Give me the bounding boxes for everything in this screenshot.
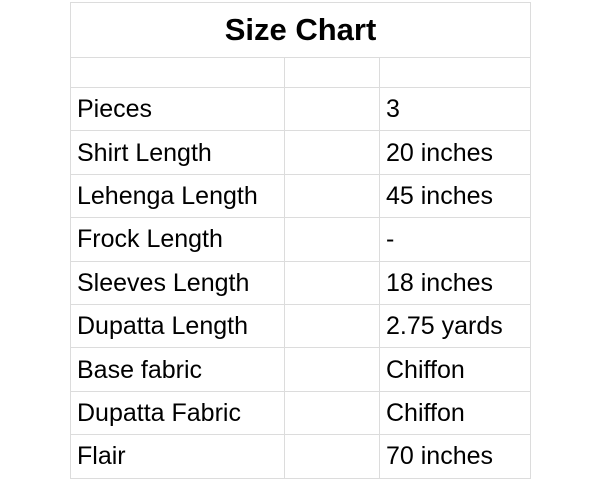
row-value: 70 inches	[379, 434, 531, 479]
row-value: 20 inches	[379, 130, 531, 175]
empty-cell	[284, 434, 380, 479]
empty-cell	[284, 130, 380, 175]
row-label: Flair	[70, 434, 285, 479]
empty-cell	[284, 57, 380, 88]
empty-cell	[284, 303, 380, 349]
table-row: Dupatta Length 2.75 yards	[70, 303, 531, 349]
row-value: 3	[379, 86, 531, 132]
empty-cell	[284, 347, 380, 392]
row-label: Frock Length	[70, 217, 285, 262]
table-row: Base fabric Chiffon	[70, 347, 531, 392]
row-label: Lehenga Length	[70, 173, 285, 219]
row-value: Chiffon	[379, 390, 531, 436]
row-label: Dupatta Fabric	[70, 390, 285, 436]
empty-cell	[284, 260, 380, 305]
title-row: Size Chart	[70, 2, 531, 58]
row-value: 2.75 yards	[379, 303, 531, 349]
table-row: Dupatta Fabric Chiffon	[70, 390, 531, 436]
row-label: Shirt Length	[70, 130, 285, 175]
row-label: Base fabric	[70, 347, 285, 392]
size-chart-table: Size Chart Pieces 3 Shirt Length 20 inches L…	[70, 2, 531, 479]
empty-cell	[284, 86, 380, 132]
empty-cell	[379, 57, 531, 88]
empty-row	[70, 57, 531, 88]
empty-cell	[70, 57, 285, 88]
table-row: Lehenga Length 45 inches	[70, 173, 531, 219]
empty-cell	[284, 390, 380, 436]
table-row: Flair 70 inches	[70, 434, 531, 479]
row-value: Chiffon	[379, 347, 531, 392]
empty-cell	[284, 173, 380, 219]
table-row: Pieces 3	[70, 86, 531, 132]
row-label: Pieces	[70, 86, 285, 132]
row-value: 18 inches	[379, 260, 531, 305]
table-row: Frock Length -	[70, 217, 531, 262]
table-row: Sleeves Length 18 inches	[70, 260, 531, 305]
empty-cell	[284, 217, 380, 262]
row-label: Dupatta Length	[70, 303, 285, 349]
row-value: -	[379, 217, 531, 262]
table-row: Shirt Length 20 inches	[70, 130, 531, 175]
row-value: 45 inches	[379, 173, 531, 219]
row-label: Sleeves Length	[70, 260, 285, 305]
table-title: Size Chart	[70, 2, 531, 58]
